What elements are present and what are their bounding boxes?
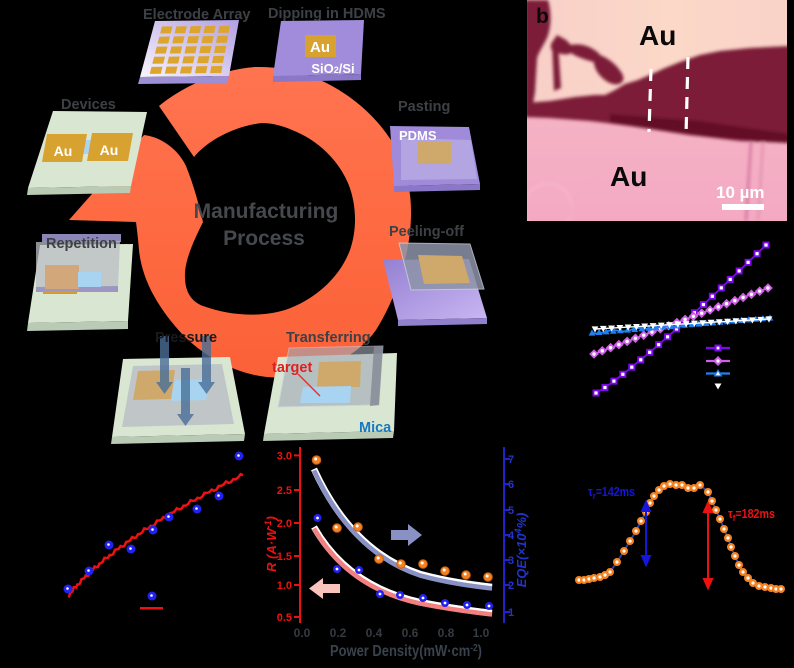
svg-text:Au: Au [610, 161, 647, 192]
svg-text:Power Density(mW·cm-2): Power Density(mW·cm-2) [330, 643, 482, 660]
svg-text:PDMS: PDMS [399, 128, 437, 143]
svg-text:Pasting: Pasting [398, 99, 450, 115]
svg-text:1.0: 1.0 [473, 626, 490, 640]
svg-text:0.4: 0.4 [366, 626, 383, 640]
svg-text:1.5: 1.5 [277, 551, 292, 563]
svg-text:Au: Au [54, 143, 73, 159]
svg-text:τr=142ms: τr=142ms [588, 485, 635, 501]
svg-text:4: 4 [508, 530, 515, 542]
svg-text:7: 7 [508, 454, 514, 466]
svg-text:Dipping in HDMS: Dipping in HDMS [268, 6, 386, 22]
svg-text:Peeling-off: Peeling-off [389, 224, 464, 240]
svg-text:Au: Au [639, 20, 676, 51]
svg-text:0.8: 0.8 [438, 626, 455, 640]
svg-text:target: target [272, 360, 312, 376]
svg-text:Transferring: Transferring [286, 330, 371, 346]
svg-text:0.6: 0.6 [402, 626, 419, 640]
svg-text:2.0: 2.0 [277, 518, 292, 530]
svg-text:Au: Au [310, 39, 330, 56]
svg-text:3.0: 3.0 [277, 450, 292, 462]
svg-text:1: 1 [508, 607, 514, 619]
svg-text:0.5: 0.5 [277, 612, 292, 624]
svg-text:SiO2/Si: SiO2/Si [311, 61, 354, 76]
svg-text:Process: Process [223, 227, 305, 250]
svg-text:Mica: Mica [359, 420, 392, 436]
svg-text:0.0: 0.0 [294, 626, 311, 640]
svg-text:Devices: Devices [61, 97, 116, 113]
svg-text:0.2: 0.2 [330, 626, 347, 640]
svg-text:1.0: 1.0 [277, 580, 292, 592]
svg-text:2.5: 2.5 [277, 485, 292, 497]
svg-text:R (A·W-1): R (A·W-1) [263, 516, 279, 572]
svg-text:5: 5 [508, 505, 514, 517]
svg-text:b: b [536, 5, 549, 28]
svg-text:Au: Au [100, 142, 119, 158]
svg-text:3: 3 [508, 555, 514, 567]
svg-text:Pressure: Pressure [155, 330, 217, 346]
svg-text:6: 6 [508, 479, 514, 491]
svg-text:Electrode Array: Electrode Array [143, 7, 250, 23]
svg-text:Repetition: Repetition [46, 236, 117, 252]
svg-text:τf=182ms: τf=182ms [728, 507, 775, 523]
svg-text:10 µm: 10 µm [716, 183, 765, 202]
svg-text:2: 2 [508, 580, 514, 592]
svg-text:Manufacturing: Manufacturing [194, 200, 339, 223]
